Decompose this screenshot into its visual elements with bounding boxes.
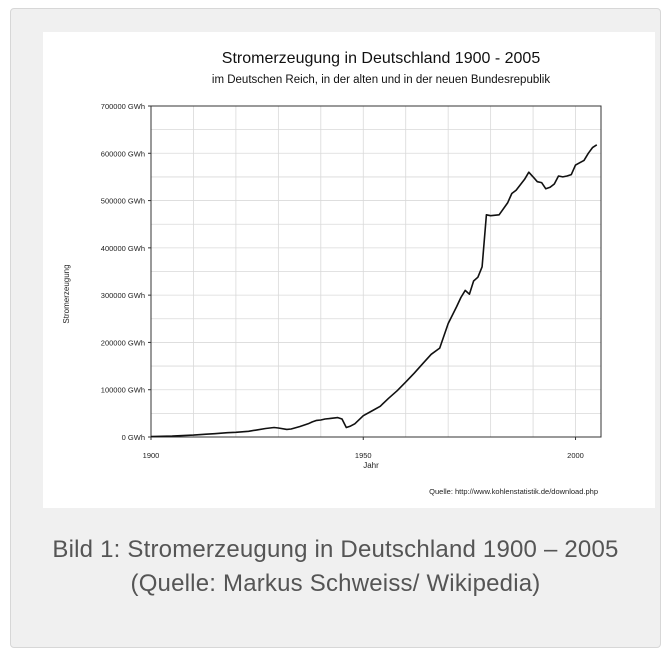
y-tick-label: 100000 GWh xyxy=(101,386,145,395)
x-tick-label: 1950 xyxy=(355,451,372,460)
source-note: Quelle: http://www.kohlenstatistik.de/do… xyxy=(429,487,598,496)
figure-frame: 0 GWh 100000 GWh 200000 GWh 300000 GWh 40000… xyxy=(10,8,661,648)
grid-lines xyxy=(151,106,601,437)
y-tick-label: 300000 GWh xyxy=(101,291,145,300)
chart-figure: 0 GWh 100000 GWh 200000 GWh 300000 GWh 40000… xyxy=(43,32,655,508)
line-chart: 0 GWh 100000 GWh 200000 GWh 300000 GWh 40000… xyxy=(62,50,602,496)
y-tick-label: 0 GWh xyxy=(122,433,145,442)
figure-caption: Bild 1: Stromerzeugung in Deutschland 19… xyxy=(52,536,619,597)
series-line xyxy=(150,144,598,438)
y-tick-label: 500000 GWh xyxy=(101,197,145,206)
x-tick-label: 1900 xyxy=(143,451,160,460)
y-tick-label: 700000 GWh xyxy=(101,102,145,111)
chart-title: Stromerzeugung in Deutschland 1900 - 200… xyxy=(222,50,541,67)
y-axis-label: Stromerzeugung xyxy=(62,264,71,323)
y-tick-label: 400000 GWh xyxy=(101,244,145,253)
x-axis-ticks: 1900 1950 2000 xyxy=(143,437,584,460)
y-tick-label: 600000 GWh xyxy=(101,149,145,158)
y-axis-ticks: 0 GWh 100000 GWh 200000 GWh 300000 GWh 40000… xyxy=(101,102,151,442)
x-tick-label: 2000 xyxy=(567,451,584,460)
plot-area-border xyxy=(150,105,602,438)
y-tick-label: 200000 GWh xyxy=(101,338,145,347)
chart-subtitle: im Deutschen Reich, in der alten und in … xyxy=(212,74,550,86)
x-axis-label: Jahr xyxy=(363,461,379,470)
